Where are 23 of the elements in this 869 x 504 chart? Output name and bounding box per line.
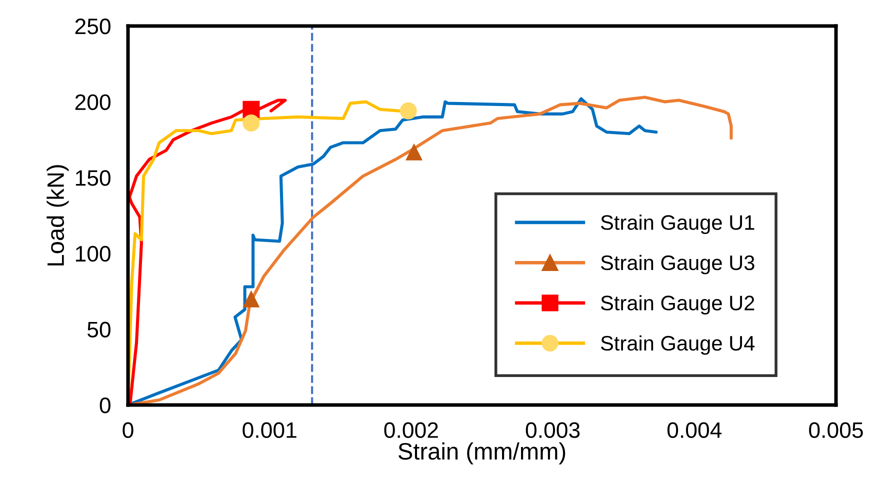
legend-label: Strain Gauge U1 bbox=[600, 214, 754, 234]
y-tick-label: 0 bbox=[100, 398, 110, 414]
y-tick-label: 150 bbox=[76, 170, 110, 186]
y-tick-label: 200 bbox=[75, 94, 110, 110]
y-tick-label: 100 bbox=[76, 246, 110, 262]
legend-label: Strain Gauge U2 bbox=[600, 295, 754, 315]
y-axis-title: Load (kN) bbox=[46, 165, 69, 266]
x-tick-label: 0.004 bbox=[667, 422, 722, 438]
y-tick-label: 50 bbox=[88, 322, 110, 338]
x-axis-title: Strain (mm/mm) bbox=[398, 442, 566, 464]
x-tick-label: 0.001 bbox=[242, 422, 296, 438]
point bbox=[242, 290, 260, 308]
x-tick-label: 0 bbox=[122, 422, 134, 438]
legend-label: Strain Gauge U4 bbox=[600, 335, 755, 355]
x-tick-label: 0.005 bbox=[809, 422, 863, 438]
point bbox=[406, 143, 423, 160]
legend-label: Strain Gauge U3 bbox=[600, 254, 754, 274]
line-series bbox=[128, 98, 287, 405]
point bbox=[242, 114, 260, 132]
x-tick-label: 0.002 bbox=[384, 422, 438, 438]
x-tick-label: 0.003 bbox=[526, 422, 580, 438]
y-tick-label: 250 bbox=[75, 18, 110, 34]
point bbox=[400, 102, 417, 120]
